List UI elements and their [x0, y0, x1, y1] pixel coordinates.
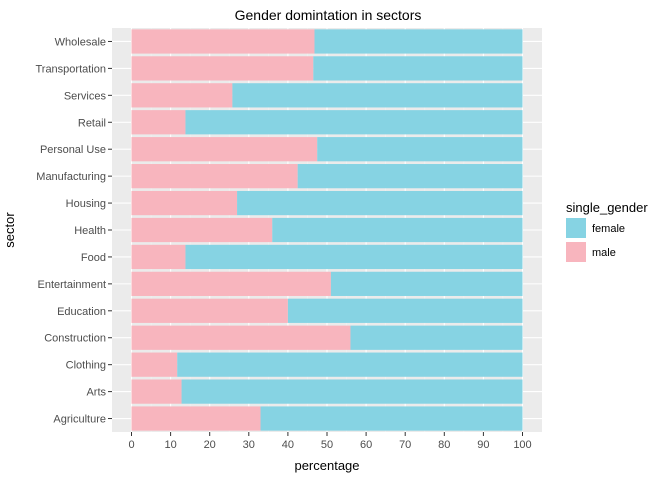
bar-male-food — [131, 244, 186, 270]
y-tick-label: Wholesale — [55, 36, 106, 48]
chart-title: Gender domintation in sectors — [235, 7, 422, 23]
bar-female-health — [272, 217, 523, 243]
x-tick-label: 30 — [243, 439, 255, 451]
bar-male-construction — [131, 325, 351, 350]
bar-female-manufacturing — [297, 164, 523, 189]
x-axis-title: percentage — [294, 458, 359, 473]
bar-male-entertainment — [131, 271, 331, 296]
y-tick-label: Personal Use — [40, 144, 106, 156]
bar-female-agriculture — [260, 406, 523, 431]
y-tick-label: Education — [57, 306, 106, 318]
bar-female-food — [185, 244, 523, 270]
bar-female-education — [287, 298, 523, 323]
y-tick-label: Arts — [86, 387, 106, 399]
y-tick-label: Agriculture — [53, 414, 106, 426]
bars — [131, 29, 523, 431]
y-tick-label: Food — [81, 252, 106, 264]
bar-male-transportation — [131, 56, 314, 81]
legend-key-male — [566, 242, 586, 262]
legend-label-male: male — [592, 247, 616, 259]
bar-male-education — [131, 298, 288, 323]
x-tick-label: 70 — [399, 439, 411, 451]
y-tick-label: Retail — [78, 117, 106, 129]
y-tick-label: Clothing — [66, 360, 106, 372]
y-tick-label: Health — [74, 225, 106, 237]
bar-female-personal-use — [317, 137, 523, 162]
bar-female-entertainment — [330, 271, 523, 296]
y-tick-label: Transportation — [35, 63, 106, 75]
bar-female-retail — [185, 110, 523, 135]
x-tick-label: 90 — [477, 439, 489, 451]
x-tick-label: 60 — [360, 439, 372, 451]
x-tick-label: 50 — [321, 439, 333, 451]
y-tick-label: Manufacturing — [36, 171, 106, 183]
x-tick-label: 20 — [204, 439, 216, 451]
bar-male-wholesale — [131, 29, 315, 54]
bar-female-transportation — [313, 56, 523, 81]
x-tick-label: 40 — [282, 439, 294, 451]
bar-female-clothing — [177, 352, 523, 377]
bar-male-manufacturing — [131, 164, 298, 189]
y-tick-label: Entertainment — [38, 279, 106, 291]
y-tick-label: Construction — [44, 333, 106, 345]
bar-male-services — [131, 83, 233, 108]
bar-female-arts — [181, 379, 523, 404]
y-tick-label: Housing — [66, 198, 106, 210]
x-tick-label: 0 — [128, 439, 134, 451]
bar-female-services — [232, 83, 523, 108]
legend-label-female: female — [592, 223, 625, 235]
y-axis: Wholesale Transportation Services Retail Per… — [35, 36, 112, 426]
bar-male-personal-use — [131, 137, 318, 162]
bar-male-arts — [131, 379, 182, 404]
legend-key-female — [566, 218, 586, 238]
bar-male-health — [131, 217, 273, 243]
bar-male-retail — [131, 110, 186, 135]
legend-title: single_gender — [566, 200, 648, 215]
bar-male-agriculture — [131, 406, 261, 431]
x-tick-label: 10 — [164, 439, 176, 451]
x-axis: 0 10 20 30 40 50 60 70 80 90 100 — [128, 432, 532, 451]
y-tick-label: Services — [64, 90, 107, 102]
bar-male-clothing — [131, 352, 178, 377]
y-axis-title: sector — [2, 212, 17, 248]
bar-female-wholesale — [314, 29, 523, 54]
bar-male-housing — [131, 190, 238, 216]
bar-female-construction — [350, 325, 523, 350]
x-tick-label: 100 — [513, 439, 531, 451]
legend: single_gender female male — [566, 200, 648, 262]
x-tick-label: 80 — [438, 439, 450, 451]
bar-female-housing — [237, 190, 523, 216]
